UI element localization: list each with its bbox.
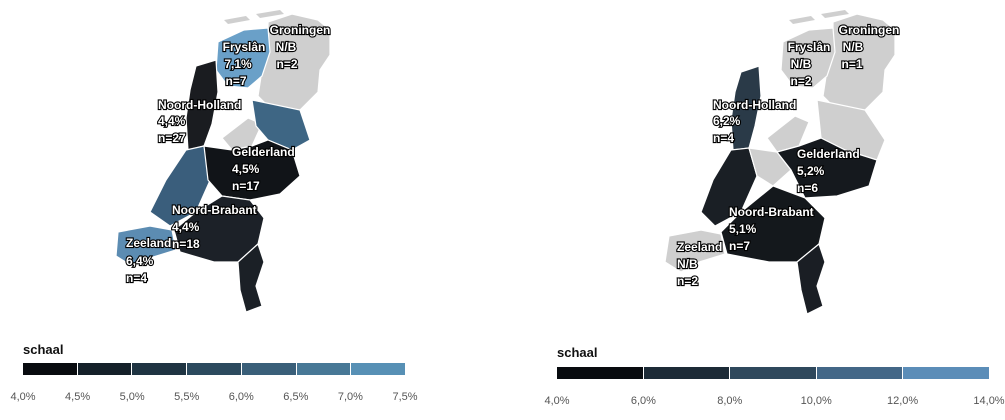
legend-segment	[23, 363, 78, 375]
label-noord-brabant: Noord-Brabant 5,1% n=7	[728, 204, 815, 254]
label-noord-holland: Noord-Holland 4,4% n=27	[157, 97, 243, 146]
svg-text:5,1%: 5,1%	[729, 222, 757, 236]
wadden-island-2	[256, 10, 284, 18]
legend-segment	[643, 367, 731, 379]
legend-color-scale	[23, 363, 406, 375]
legend-tick-label: 4,0%	[544, 395, 570, 407]
legend-tick-label: 6,5%	[283, 391, 309, 403]
label-groningen: Groningen N/B n=2	[269, 22, 332, 72]
legend-segment	[557, 367, 644, 379]
legend-tick-label: 4,0%	[10, 391, 36, 403]
wadden-island-2	[821, 10, 849, 18]
legend-segment	[903, 367, 989, 379]
svg-text:Noord-Holland: Noord-Holland	[713, 98, 796, 112]
svg-text:4,4%: 4,4%	[172, 220, 200, 234]
legend-tick-label: 5,5%	[174, 391, 200, 403]
wadden-island-1	[224, 16, 250, 24]
svg-text:Zeeland: Zeeland	[126, 236, 171, 250]
legend-tick-label: 12,0%	[886, 395, 919, 407]
svg-text:n=18: n=18	[172, 237, 200, 251]
svg-text:n=17: n=17	[232, 179, 260, 193]
map-panel-right: Groningen N/B n=1 Fryslân N/B n=2 Noord-…	[505, 0, 1005, 420]
legend-tick-label: 4,5%	[65, 391, 91, 403]
svg-text:Noord-Brabant: Noord-Brabant	[172, 203, 257, 217]
province-fryslan[interactable]	[780, 27, 836, 89]
legend-segment	[187, 363, 242, 375]
legend-tick-label: 6,0%	[228, 391, 254, 403]
legend-tick-label: 14,0%	[973, 395, 1005, 407]
svg-text:n=2: n=2	[276, 57, 297, 71]
province-zeeland[interactable]	[664, 229, 726, 273]
province-gelderland[interactable]	[775, 137, 878, 199]
legend-tick-label: 7,5%	[392, 391, 418, 403]
svg-text:N/B: N/B	[791, 57, 812, 71]
svg-text:4,4%: 4,4%	[158, 114, 186, 128]
legend-tick-label: 7,0%	[337, 391, 363, 403]
svg-text:4,5%: 4,5%	[232, 162, 260, 176]
map-panel-left: Groningen N/B n=2 Fryslân 7,1% n=7 Noord…	[0, 0, 500, 420]
legend-segment	[730, 367, 817, 379]
svg-text:n=1: n=1	[841, 57, 862, 71]
wadden-island-1	[789, 16, 815, 24]
legend-segment	[296, 363, 352, 375]
label-noord-holland: Noord-Holland 6,2% n=4	[712, 97, 798, 146]
svg-text:n=6: n=6	[797, 181, 818, 195]
province-fryslan[interactable]	[215, 27, 271, 89]
svg-text:N/B: N/B	[843, 40, 864, 54]
label-zeeland: Zeeland N/B n=2	[676, 239, 724, 289]
legend-tick-label: 5,0%	[119, 391, 145, 403]
svg-text:Groningen: Groningen	[270, 23, 331, 37]
svg-text:N/B: N/B	[276, 40, 297, 54]
netherlands-map: Groningen N/B n=2 Fryslân 7,1% n=7 Noord…	[115, 10, 332, 313]
legend-segment	[816, 367, 904, 379]
legend-segment	[351, 363, 406, 375]
svg-text:n=4: n=4	[126, 271, 147, 285]
label-gelderland: Gelderland 5,2% n=6	[796, 146, 861, 196]
svg-text:Fryslân: Fryslân	[223, 40, 266, 54]
svg-text:Groningen: Groningen	[839, 23, 900, 37]
label-groningen: Groningen N/B n=1	[838, 22, 901, 72]
svg-text:6,2%: 6,2%	[713, 114, 741, 128]
legend-tick-label: 6,0%	[630, 395, 656, 407]
label-fryslan: Fryslân N/B n=2	[787, 39, 832, 89]
label-zeeland: Zeeland 6,4% n=4	[125, 235, 173, 286]
province-limburg[interactable]	[796, 242, 826, 315]
province-flevoland[interactable]	[221, 117, 263, 151]
province-zeeland[interactable]	[115, 225, 177, 267]
svg-text:7,1%: 7,1%	[224, 57, 252, 71]
netherlands-map: Groningen N/B n=1 Fryslân N/B n=2 Noord-…	[664, 10, 901, 315]
legend-segment	[241, 363, 297, 375]
svg-text:Fryslân: Fryslân	[788, 40, 831, 54]
label-fryslan: Fryslân 7,1% n=7	[222, 39, 267, 89]
province-limburg[interactable]	[237, 242, 265, 313]
province-gelderland[interactable]	[203, 139, 301, 201]
legend-tick-label: 8,0%	[717, 395, 743, 407]
svg-text:Noord-Holland: Noord-Holland	[158, 98, 241, 112]
province-flevoland[interactable]	[766, 115, 810, 153]
svg-text:n=7: n=7	[225, 74, 246, 88]
legend-segment	[132, 363, 188, 375]
svg-text:Zeeland: Zeeland	[677, 240, 722, 254]
province-utrecht[interactable]	[748, 147, 792, 187]
svg-text:N/B: N/B	[677, 257, 698, 271]
svg-text:n=7: n=7	[729, 239, 750, 253]
svg-text:Noord-Brabant: Noord-Brabant	[729, 205, 814, 219]
svg-text:n=4: n=4	[713, 131, 734, 145]
label-gelderland: Gelderland 4,5% n=17	[231, 144, 296, 194]
svg-text:n=2: n=2	[677, 274, 698, 288]
legend-tick-label: 10,0%	[800, 395, 832, 407]
legend-title: schaal	[557, 345, 598, 360]
svg-text:n=2: n=2	[790, 74, 811, 88]
svg-text:5,2%: 5,2%	[797, 164, 825, 178]
legend-title: schaal	[23, 342, 64, 357]
svg-text:6,4%: 6,4%	[126, 254, 154, 268]
label-noord-brabant: Noord-Brabant 4,4% n=18	[171, 202, 258, 252]
svg-text:Gelderland: Gelderland	[232, 145, 295, 159]
legend-segment	[77, 363, 133, 375]
svg-text:n=27: n=27	[158, 131, 186, 145]
svg-text:Gelderland: Gelderland	[797, 147, 860, 161]
legend-color-scale	[557, 367, 989, 379]
